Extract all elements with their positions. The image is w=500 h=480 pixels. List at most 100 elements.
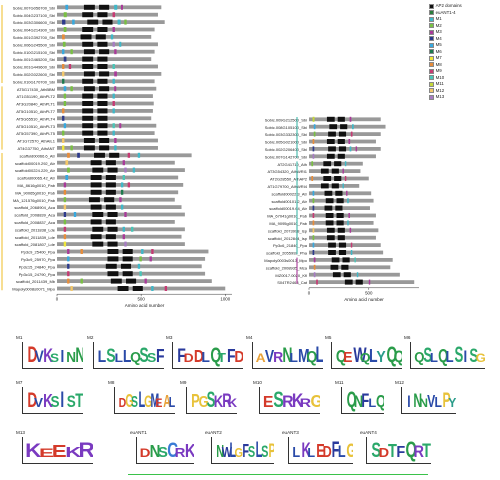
- left-domain-ap2-domains: [82, 115, 94, 121]
- left-domain-m3: [63, 182, 67, 188]
- right-domain-ap2-domains: [341, 264, 349, 270]
- motif-logo-axes: QNFLQ: [341, 387, 384, 414]
- motif-logo-letter: L: [429, 350, 438, 365]
- motif-logo-letter: F: [242, 440, 249, 461]
- motif-logo-letter: E: [343, 350, 352, 366]
- left-domain-ap2-domains: [82, 27, 94, 32]
- right-domain-m1: [347, 198, 349, 204]
- left-domain-ap2-domains: [122, 249, 133, 254]
- legend-label: M12: [435, 87, 445, 93]
- right-domain-ap2-domains: [344, 279, 353, 285]
- left-domain-ap2-domains: [105, 189, 116, 195]
- legend-item-m9: M9: [429, 68, 497, 75]
- right-protein-label: scaffold_2073998_Isp: [268, 228, 308, 233]
- motif-logo-m3: M3 FDDLQTFD: [166, 335, 244, 373]
- motif-logo-label: M13: [16, 430, 25, 435]
- right-protein-label: S04TR2468_Cat: [277, 280, 308, 285]
- motif-logo-letter: N: [75, 344, 83, 368]
- left-domain-m2: [139, 256, 142, 262]
- motif-logo-letter: K: [291, 390, 303, 412]
- motif-logo-letter: Q: [414, 350, 424, 366]
- motif-logo-axes: FDDLQTFD: [172, 342, 243, 369]
- left-protein-label: Sobic.003G306600_Sbi: [13, 20, 55, 25]
- left-protein-label: AT3G20840_AthPLT1: [16, 102, 56, 107]
- left-domain-ap2-domains: [82, 93, 94, 99]
- legend-label: euANT1-4: [435, 9, 456, 15]
- legend-label: M7: [435, 55, 442, 60]
- legend-label: M10: [435, 74, 445, 80]
- motif-logo-m8: M8 DGSLGMEAL: [108, 380, 176, 418]
- left-domain-m1: [119, 41, 122, 47]
- left-protein-label: Sobic.002G022600_Sbi: [13, 72, 55, 77]
- right-protein-label: scaffold00019.64_Atr: [269, 206, 307, 211]
- motif-logo-label: euANT4: [360, 430, 377, 435]
- left-domain-m8: [67, 152, 70, 158]
- right-domain-m3: [355, 146, 358, 152]
- left-domain-ap2-domains: [107, 241, 118, 247]
- legend-item-m11: M11: [429, 81, 497, 88]
- legend-label: M5: [435, 42, 442, 47]
- motif-logo-letter: S: [157, 445, 168, 461]
- left-domain-m1: [112, 78, 115, 84]
- motif-logo-label: M7: [16, 380, 23, 385]
- right-domain-ap2-domains: [325, 213, 334, 218]
- left-domain-m9: [164, 286, 168, 291]
- left-domain-m3: [67, 249, 70, 254]
- right-domain-ap2-domains: [331, 183, 339, 189]
- left-domain-ap2-domains: [97, 101, 108, 106]
- motif-logo-letter: S: [50, 394, 59, 411]
- legend-swatch: [429, 75, 434, 81]
- left-protein-label: Pp3c15_24840_Ppa: [19, 264, 56, 269]
- left-domain-ap2-domains: [125, 278, 137, 284]
- right-axis-label: Amino acid number: [344, 297, 384, 302]
- legend-label: AP2 domains: [435, 3, 462, 8]
- motif-logo-letter: R: [413, 443, 423, 461]
- left-protein-label: Sobic.004G237100_Sbi: [13, 13, 55, 18]
- motif-logo-letter: E: [315, 440, 324, 461]
- right-protein-label: AT1G79700_AthWRI4: [267, 184, 307, 189]
- motif-logo-label: M4: [246, 335, 253, 340]
- right-domain-ap2-domains: [325, 198, 334, 204]
- left-protein-label: AT5G10510_AthPLT7: [16, 109, 56, 114]
- left-domain-m1: [122, 226, 125, 232]
- right-domain-ap2-domains: [328, 146, 336, 152]
- left-domain-ap2-domains: [97, 108, 108, 114]
- motif-logo-axes: I NNVLPY: [401, 387, 456, 414]
- right-protein-label: scaffold_2008935_Mca: [266, 265, 308, 270]
- right-protein-backbone: [309, 265, 391, 270]
- right-domain-m3: [349, 227, 352, 233]
- left-domain-ap2-domains: [90, 182, 102, 188]
- legend-label: M11: [435, 81, 444, 86]
- motif-logo-letter: S: [131, 394, 138, 411]
- left-domain-m1: [151, 286, 154, 291]
- right-domain-m1: [344, 161, 347, 167]
- motif-logo-letter: R: [174, 445, 186, 460]
- legend-swatch: [429, 49, 434, 55]
- left-protein-backbone: [57, 168, 185, 172]
- motif-logo-letter: S: [139, 344, 149, 367]
- motif-logo-letter: S: [248, 444, 255, 461]
- left-protein-label: AT1G72570_AthAIL1: [17, 139, 56, 144]
- legend-swatch: [429, 81, 434, 87]
- legend-swatch: [429, 29, 434, 35]
- legend-swatch: [429, 10, 434, 16]
- right-domain-ap2-domains: [334, 161, 342, 167]
- domain-legend: AP2 domains euANT1-4 M1 M2 M3 M4 M5 M6 M7 M8 M9 M10…: [429, 3, 497, 101]
- left-domain-m1: [110, 34, 114, 40]
- right-domain-ap2-domains: [335, 190, 343, 196]
- right-domain-m5: [313, 124, 316, 130]
- left-protein-backbone: [57, 212, 185, 217]
- right-domain-m3: [368, 279, 371, 285]
- motif-logo-label: M11: [335, 380, 344, 385]
- motif-logo-letter: L: [97, 348, 107, 366]
- left-domain-m9: [127, 152, 131, 158]
- left-domain-ap2-domains: [110, 278, 122, 284]
- motif-logo-letter: L: [369, 345, 378, 366]
- motif-logo-letter: F: [177, 345, 186, 367]
- left-domain-ap2-domains: [97, 41, 108, 47]
- motif-logo-label: M2: [87, 335, 94, 340]
- legend-item-m10: M10: [429, 75, 497, 82]
- right-domain-ap2-domains: [329, 124, 338, 130]
- motif-logo-letter: Q: [359, 350, 371, 365]
- left-domain-ap2-domains: [90, 204, 102, 210]
